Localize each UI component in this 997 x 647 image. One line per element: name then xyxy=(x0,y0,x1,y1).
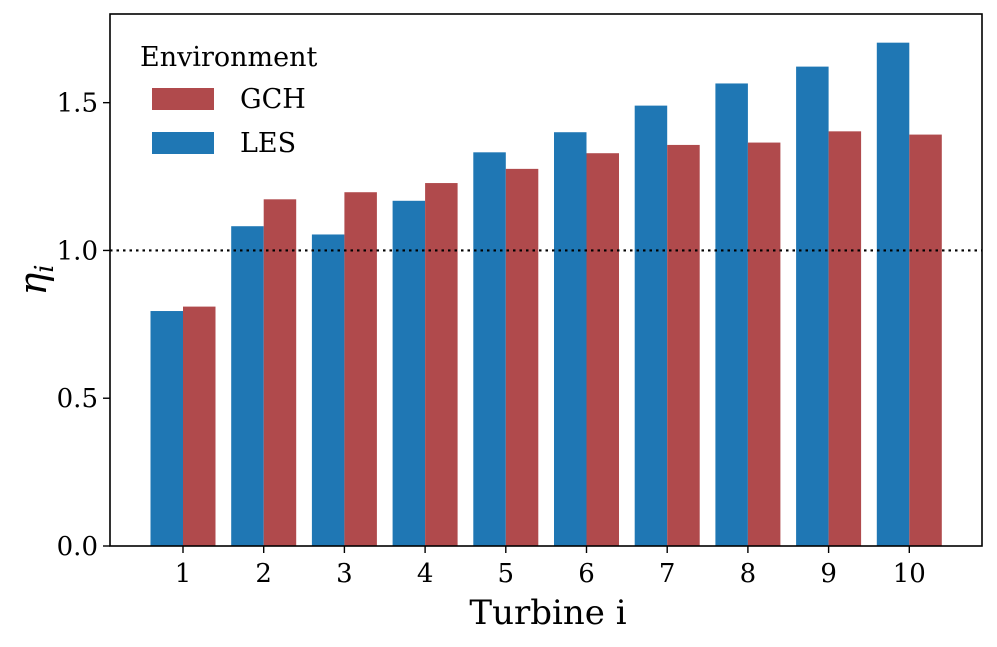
bar-les-1 xyxy=(150,311,183,546)
bar-gch-5 xyxy=(505,168,539,546)
bar-les-2 xyxy=(231,226,264,546)
y-axis-label: ηi xyxy=(11,264,60,295)
legend: Environment GCH LES xyxy=(140,42,318,159)
x-axis: 1 2 3 4 5 6 7 8 9 10 xyxy=(175,546,926,589)
y-axis-label-sub: i xyxy=(30,264,60,272)
legend-label-gch: GCH xyxy=(240,84,306,115)
bar-gch-9 xyxy=(828,131,862,546)
bar-les-10 xyxy=(876,42,910,547)
bar-les-7 xyxy=(634,105,668,547)
bar-gch-3 xyxy=(344,192,377,546)
bar-gch-2 xyxy=(263,199,297,546)
bar-les-4 xyxy=(392,200,426,547)
y-tick-label: 0.0 xyxy=(57,532,98,562)
bar-gch-4 xyxy=(425,183,458,546)
x-tick-label: 8 xyxy=(740,559,757,589)
bar-les-8 xyxy=(715,83,748,547)
bar-les-5 xyxy=(473,152,506,546)
x-tick-label: 10 xyxy=(893,559,926,589)
x-axis-label: Turbine i xyxy=(469,593,626,633)
bar-gch-8 xyxy=(747,142,781,546)
bar-les-3 xyxy=(311,234,345,547)
legend-swatch-gch xyxy=(152,88,214,110)
y-axis-label-main: η xyxy=(11,273,55,296)
x-tick-label: 2 xyxy=(255,559,272,589)
bar-gch-7 xyxy=(667,144,700,546)
y-tick-label: 1.0 xyxy=(57,236,98,266)
x-tick-label: 1 xyxy=(175,559,192,589)
plot-frame xyxy=(109,13,983,547)
bar-gch-10 xyxy=(909,134,942,546)
bar-gch-6 xyxy=(586,153,619,546)
bars-group xyxy=(150,42,942,547)
y-tick-label: 1.5 xyxy=(57,89,98,119)
legend-swatch-les xyxy=(152,132,214,154)
x-tick-label: 7 xyxy=(659,559,676,589)
x-tick-label: 4 xyxy=(417,559,434,589)
bar-les-6 xyxy=(554,132,587,546)
y-axis: 0.0 0.5 1.0 1.5 xyxy=(57,89,110,562)
x-tick-label: 6 xyxy=(578,559,595,589)
x-tick-label: 5 xyxy=(498,559,515,589)
bar-gch-1 xyxy=(183,306,216,546)
legend-label-les: LES xyxy=(240,128,296,159)
x-tick-label: 9 xyxy=(820,559,837,589)
bar-les-9 xyxy=(796,66,829,547)
x-tick-label: 3 xyxy=(336,559,353,589)
y-tick-label: 0.5 xyxy=(57,384,98,414)
legend-title: Environment xyxy=(140,42,318,73)
